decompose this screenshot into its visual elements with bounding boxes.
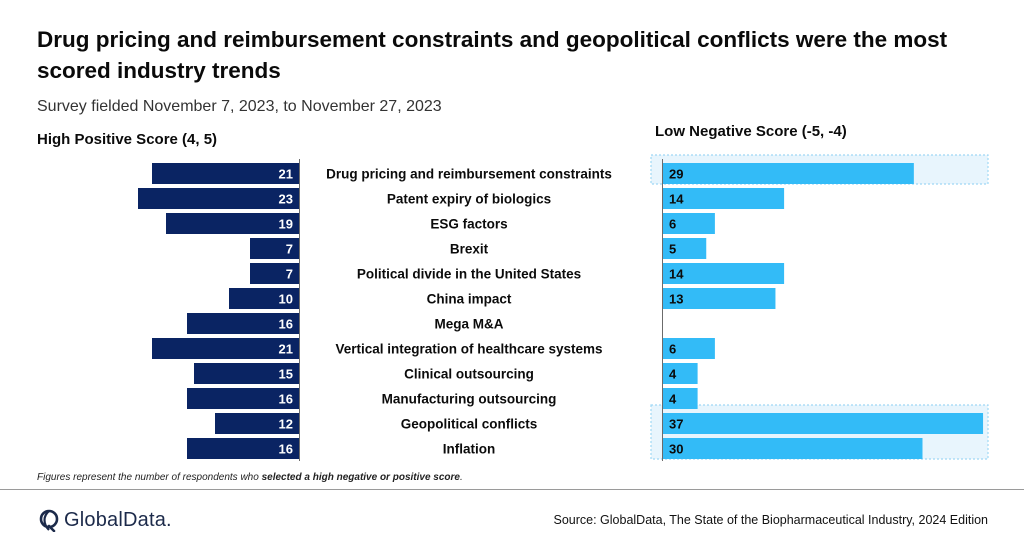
category-label: Drug pricing and reimbursement constrain… — [326, 167, 612, 182]
category-label: Mega M&A — [434, 317, 503, 332]
category-label: China impact — [427, 292, 512, 307]
positive-bar — [166, 213, 299, 234]
negative-bar — [663, 363, 698, 384]
diverging-bar-chart: Drug pricing and reimbursement constrain… — [138, 154, 989, 461]
footnote-suffix: . — [459, 472, 463, 483]
negative-value-label: 14 — [669, 192, 684, 207]
chart-subtitle: Survey fielded November 7, 2023, to Nove… — [37, 98, 442, 115]
positive-bar — [250, 263, 299, 284]
positive-bar — [250, 238, 299, 259]
category-label: ESG factors — [430, 217, 507, 232]
negative-value-label: 14 — [669, 267, 684, 282]
negative-bar — [663, 213, 715, 234]
category-label: Clinical outsourcing — [404, 367, 534, 382]
positive-value-label: 10 — [279, 292, 293, 307]
positive-value-label: 16 — [279, 317, 293, 332]
positive-value-label: 21 — [279, 342, 293, 357]
negative-value-label: 5 — [669, 242, 676, 257]
positive-bar — [215, 413, 299, 434]
negative-bar — [663, 413, 984, 434]
positive-value-label: 7 — [286, 242, 293, 257]
negative-bar — [663, 238, 707, 259]
positive-bar — [187, 313, 299, 334]
positive-value-label: 12 — [279, 417, 293, 432]
positive-value-label: 7 — [286, 267, 293, 282]
negative-bar — [663, 163, 914, 184]
negative-legend-label: Low Negative Score (-5, -4) — [655, 123, 847, 140]
negative-bar — [663, 263, 785, 284]
positive-bar — [152, 338, 299, 359]
positive-bar — [194, 363, 299, 384]
negative-bar — [663, 388, 698, 409]
category-label: Brexit — [450, 242, 489, 257]
negative-bar — [663, 338, 715, 359]
category-label: Patent expiry of biologics — [387, 192, 551, 207]
footnote: Figures represent the number of responde… — [37, 472, 463, 483]
category-label: Geopolitical conflicts — [401, 417, 538, 432]
positive-bar — [138, 188, 299, 209]
positive-bar — [187, 388, 299, 409]
positive-value-label: 21 — [279, 167, 293, 182]
positive-value-label: 23 — [279, 192, 293, 207]
positive-bar — [187, 438, 299, 459]
globaldata-logo: GlobalData. — [38, 508, 172, 532]
category-label: Manufacturing outsourcing — [382, 392, 557, 407]
negative-value-label: 4 — [669, 392, 677, 407]
negative-bar — [663, 438, 923, 459]
positive-value-label: 16 — [279, 392, 293, 407]
positive-bar — [152, 163, 299, 184]
negative-value-label: 30 — [669, 442, 683, 457]
negative-value-label: 4 — [669, 367, 677, 382]
negative-value-label: 13 — [669, 292, 683, 307]
positive-legend-label: High Positive Score (4, 5) — [37, 131, 218, 148]
category-label: Vertical integration of healthcare syste… — [335, 342, 602, 357]
logo-text: GlobalData. — [64, 508, 172, 531]
footer-divider — [0, 489, 1024, 490]
globaldata-logo-icon — [39, 509, 59, 532]
positive-value-label: 19 — [279, 217, 293, 232]
negative-value-label: 37 — [669, 417, 683, 432]
negative-bar — [663, 188, 785, 209]
positive-bar — [229, 288, 299, 309]
negative-bar — [663, 288, 776, 309]
chart-title: Drug pricing and reimbursement constrain… — [37, 27, 948, 83]
footnote-emphasis: selected a high negative or positive sco… — [261, 472, 460, 483]
category-label: Inflation — [443, 442, 496, 457]
negative-value-label: 6 — [669, 342, 676, 357]
footnote-prefix: Figures represent the number of responde… — [37, 472, 262, 483]
negative-value-label: 29 — [669, 167, 683, 182]
positive-value-label: 15 — [279, 367, 293, 382]
category-label: Political divide in the United States — [357, 267, 581, 282]
positive-value-label: 16 — [279, 442, 293, 457]
source-note: Source: GlobalData, The State of the Bio… — [553, 513, 988, 527]
negative-value-label: 6 — [669, 217, 676, 232]
